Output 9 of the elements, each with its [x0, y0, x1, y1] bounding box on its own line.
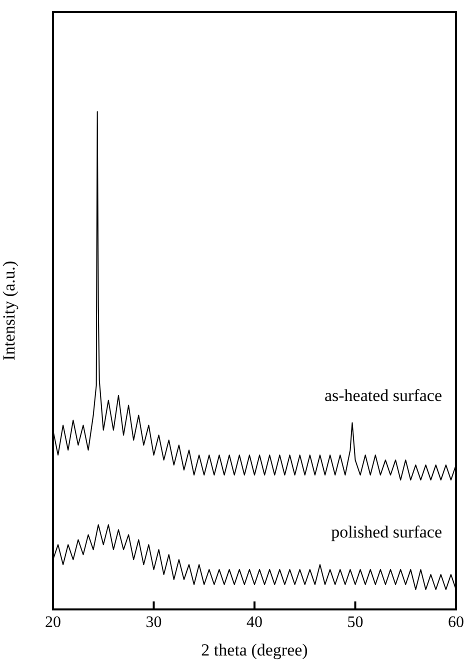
series-label: as-heated surface	[324, 386, 442, 406]
y-axis-title: Intensity (a.u.)	[0, 260, 19, 361]
series-label: polished surface	[331, 522, 442, 542]
x-tick-label: 60	[448, 614, 464, 632]
x-tick-label: 30	[146, 614, 162, 632]
x-axis-title: 2 theta (degree)	[201, 640, 308, 660]
x-tick-label: 50	[347, 614, 364, 632]
x-tick-label: 20	[45, 614, 61, 632]
x-tick-label: 40	[246, 614, 262, 632]
